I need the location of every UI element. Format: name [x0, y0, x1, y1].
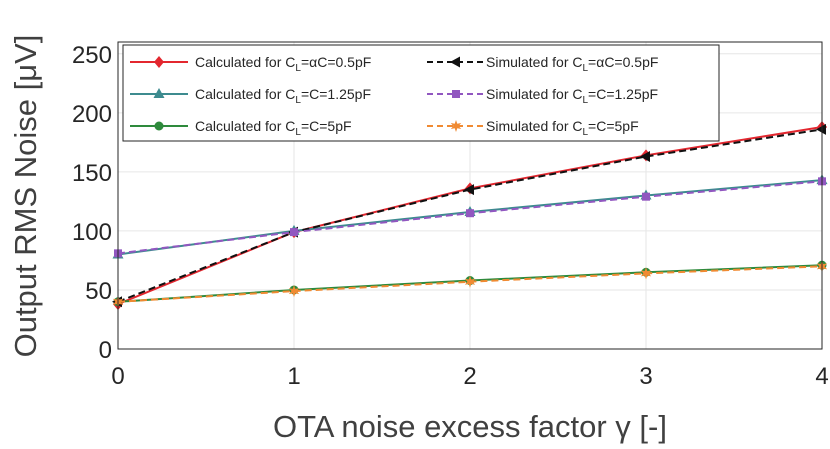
legend-label: Simulated for CL=C=1.25pF	[486, 86, 658, 106]
data-point	[466, 209, 474, 218]
x-tick-label: 1	[287, 363, 300, 390]
data-point	[464, 275, 476, 288]
x-tick-label: 4	[815, 363, 828, 390]
data-point	[642, 192, 650, 201]
legend: Calculated for CL=αC=0.5pF Simulated for …	[122, 44, 720, 142]
legend-item: Simulated for CL=αC=0.5pF	[427, 54, 658, 74]
y-tick-label: 250	[72, 42, 112, 69]
legend-item: Calculated for CL=C=5pF	[130, 118, 352, 138]
data-point	[816, 123, 826, 135]
plot-frame	[117, 41, 823, 350]
legend-label: Simulated for CL=C=5pF	[486, 118, 639, 138]
x-tick-label: 3	[639, 363, 652, 390]
data-point	[290, 228, 298, 237]
y-tick-label: 0	[99, 337, 112, 364]
tick-labels: 0 1 2 3 4 0 50 100 150 200 250	[72, 42, 829, 390]
data-point	[154, 56, 164, 68]
legend-label: Simulated for CL=αC=0.5pF	[486, 54, 658, 74]
data-point	[640, 267, 652, 280]
x-tick-label: 2	[463, 363, 476, 390]
series-layer	[112, 121, 828, 311]
x-tick-label: 0	[111, 363, 124, 390]
y-tick-label: 200	[72, 101, 112, 128]
data-point	[640, 151, 650, 163]
legend-box	[122, 44, 720, 142]
legend-item: Simulated for CL=C=1.25pF	[427, 86, 658, 106]
y-tick-label: 100	[72, 219, 112, 246]
data-point	[450, 56, 460, 68]
y-tick-label: 50	[85, 278, 112, 305]
legend-item: Simulated for CL=C=5pF	[427, 118, 639, 138]
y-tick-label: 150	[72, 160, 112, 187]
legend-label: Calculated for CL=C=5pF	[195, 118, 352, 138]
series-line	[117, 128, 823, 303]
data-point	[154, 121, 164, 131]
legend-label: Calculated for CL=αC=0.5pF	[195, 54, 371, 74]
legend-item: Calculated for CL=C=1.25pF	[130, 86, 371, 106]
data-point	[288, 285, 300, 298]
data-point	[452, 90, 460, 98]
data-point	[450, 120, 462, 132]
x-axis-title: OTA noise excess factor γ [-]	[273, 409, 667, 444]
legend-item: Calculated for CL=αC=0.5pF	[130, 54, 371, 74]
legend-label: Calculated for CL=C=1.25pF	[195, 86, 371, 106]
data-point	[464, 184, 474, 196]
data-point	[153, 88, 165, 98]
y-axis-title: Output RMS Noise [μV]	[8, 35, 43, 358]
